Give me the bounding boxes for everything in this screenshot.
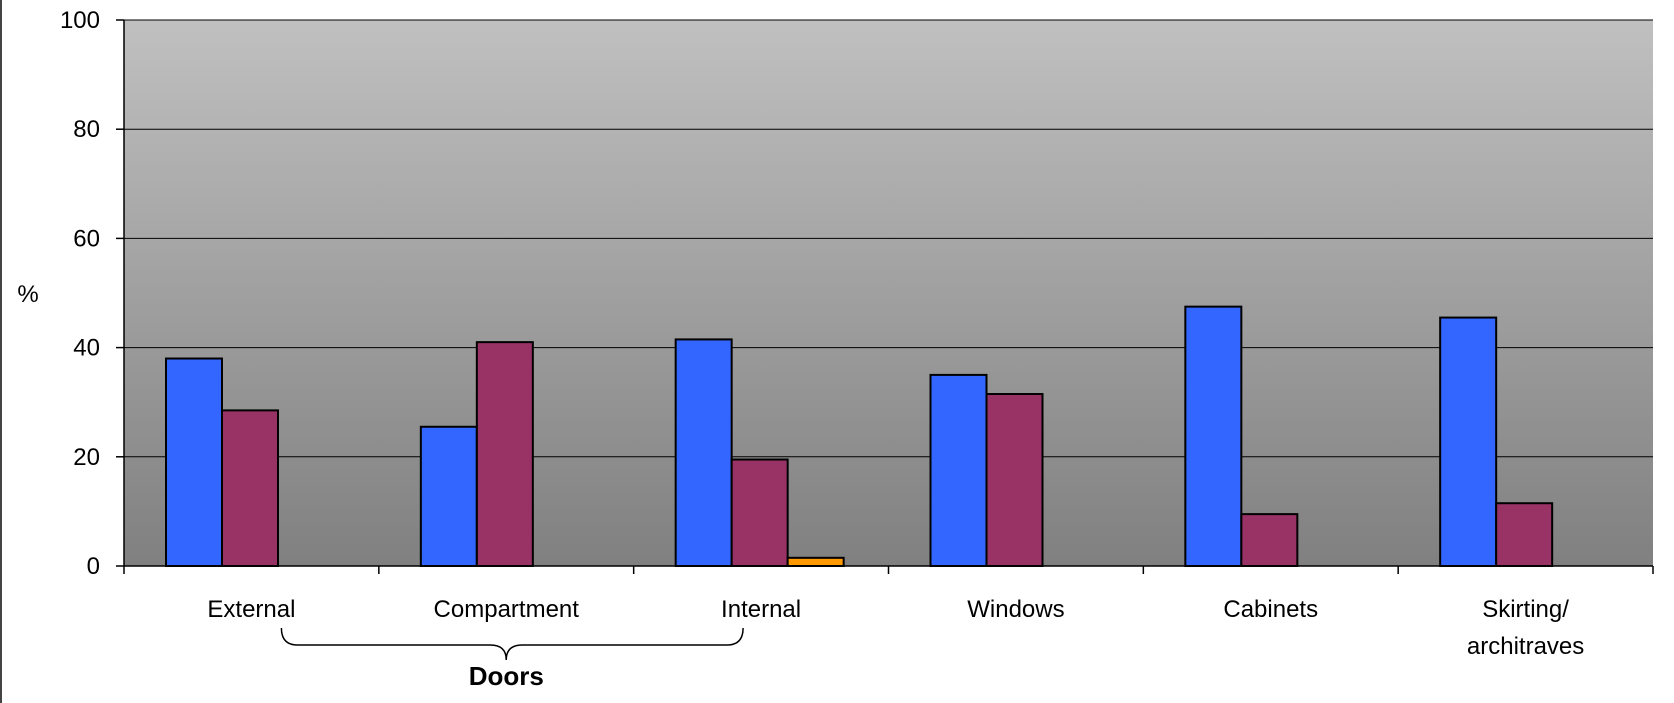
grid-lines (124, 19, 1653, 458)
bar-series-2-4 (985, 393, 1044, 568)
bar-series-3-3 (786, 556, 845, 567)
bar-series-1-2 (419, 425, 478, 567)
bar-series-2-3 (730, 458, 789, 567)
doors-brace (280, 627, 744, 661)
x-tick-labels: External Compartment Internal Windows Cabine… (207, 596, 1584, 660)
y-tick-label: 40 (73, 335, 100, 362)
bar-series-2-6 (1495, 502, 1554, 567)
x-tick-label: External (207, 596, 295, 623)
x-tick-label: Skirting/architraves (1467, 596, 1584, 660)
bar-series-1-5 (1184, 305, 1243, 567)
x-tick-label: Compartment (434, 596, 580, 623)
bars (165, 305, 1554, 568)
group-label-doors: Doors (469, 661, 544, 691)
axes (116, 19, 1654, 574)
bar-series-2-5 (1240, 513, 1299, 568)
y-tick-label: 80 (73, 116, 100, 143)
bar-series-2-1 (221, 409, 279, 568)
y-tick-label: 0 (87, 553, 100, 580)
bar-series-1-6 (1439, 316, 1498, 567)
x-tick-label: Windows (967, 596, 1064, 623)
bar-series-1-1 (165, 357, 223, 567)
y-tick-label: 100 (60, 7, 100, 34)
y-tick-labels: 0 20 40 60 80 100 (60, 7, 100, 580)
group-annotations: Doors (280, 627, 744, 691)
x-tick-label: Internal (721, 596, 801, 623)
bar-series-2-2 (475, 341, 534, 568)
bar-series-1-4 (929, 373, 988, 567)
x-tick-label: Cabinets (1223, 596, 1318, 623)
y-tick-label: 60 (73, 225, 100, 252)
bar-series-1-3 (674, 338, 733, 567)
y-axis-label: % (17, 281, 38, 308)
plot-area (124, 20, 1653, 566)
y-tick-label: 20 (73, 444, 100, 471)
